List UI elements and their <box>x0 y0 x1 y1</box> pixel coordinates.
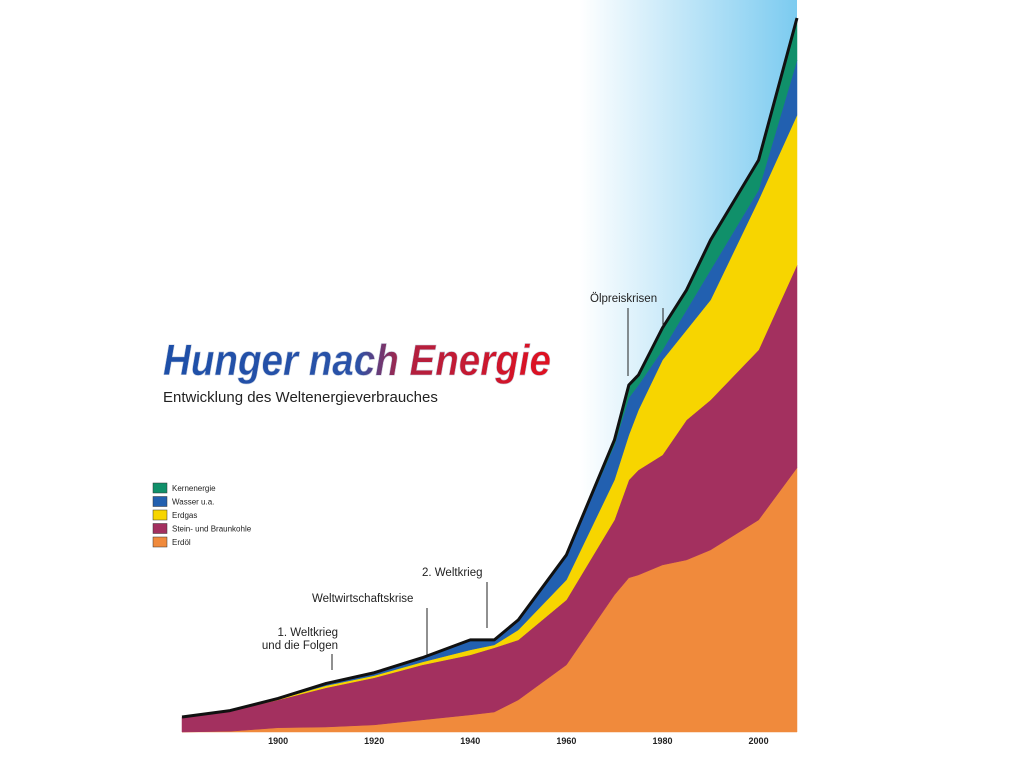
legend-swatch <box>152 536 168 548</box>
legend: Kernenergie Wasser u.a. Erdgas Stein- und B… <box>152 482 252 548</box>
legend-label: Erdgas <box>172 511 197 520</box>
legend-swatch <box>152 509 168 521</box>
total-outline <box>181 17 799 719</box>
plot-area <box>181 17 799 733</box>
x-tick-label: 1960 <box>556 736 576 746</box>
annotation: und die Folgen <box>262 640 338 652</box>
legend-swatch <box>152 496 168 507</box>
legend-label: Erdöl <box>172 538 191 547</box>
chart-subtitle: Entwicklung des Weltenergieverbrauches <box>163 389 438 406</box>
legend-label: Wasser u.a. <box>172 498 214 507</box>
x-tick-label: 1920 <box>364 736 384 746</box>
x-tick-label: 1940 <box>460 736 480 746</box>
annotation: 1. Weltkrieg <box>277 627 338 639</box>
x-tick-label: 1980 <box>652 736 672 746</box>
legend-swatch <box>152 523 168 534</box>
legend-swatch <box>152 482 168 494</box>
annotations: Ölpreiskrisen 2. Weltkrieg Weltwirtschafts… <box>262 293 664 670</box>
legend-label: Kernenergie <box>172 484 216 493</box>
annotation: 2. Weltkrieg <box>422 567 483 579</box>
annotation: Weltwirtschaftskrise <box>312 593 413 605</box>
x-tick-label: 2000 <box>749 736 769 746</box>
annotation: Ölpreiskrisen <box>590 293 657 305</box>
x-tick-label: 1900 <box>268 736 288 746</box>
legend-label: Stein- und Braunkohle <box>172 525 252 534</box>
chart-title: Hunger nach Energie <box>163 336 551 385</box>
